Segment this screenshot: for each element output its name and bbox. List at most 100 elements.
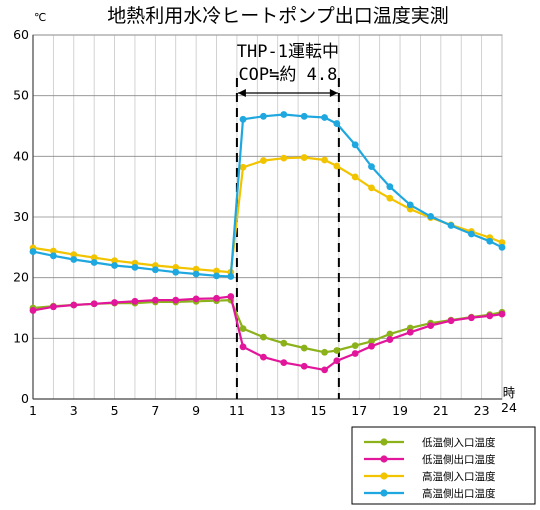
y-unit-label: ℃ <box>34 11 46 24</box>
series-point-2 <box>172 296 180 304</box>
series-point-3 <box>192 265 200 273</box>
series-point-2 <box>213 294 220 302</box>
series-point-2 <box>351 350 359 357</box>
series-point-3 <box>90 254 98 262</box>
series-point-2 <box>406 328 414 336</box>
series-point-1 <box>368 337 375 345</box>
x-tick-label: 7 <box>151 403 159 418</box>
series-point-4 <box>368 163 375 171</box>
series-point-2 <box>111 299 118 306</box>
series-point-2 <box>427 322 435 329</box>
y-tick-label: 60 <box>13 27 29 42</box>
y-tick-label: 50 <box>13 88 29 103</box>
series-point-2 <box>260 353 267 361</box>
series-point-4 <box>29 248 37 255</box>
series-point-2 <box>29 307 37 314</box>
series-point-2 <box>386 336 394 343</box>
series-point-2 <box>447 317 455 325</box>
legend-label: 低温側出口温度 <box>422 453 496 466</box>
x-tick-label: 13 <box>270 403 286 418</box>
series-point-3 <box>49 247 57 255</box>
series-point-4 <box>239 115 247 123</box>
series-point-4 <box>333 120 341 127</box>
x-tick-label: 24 <box>501 400 517 415</box>
series-line-2 <box>32 295 503 372</box>
series-point-4 <box>213 272 220 280</box>
series-point-4 <box>427 212 435 220</box>
y-tick-label: 20 <box>13 270 29 285</box>
series-point-4 <box>260 112 267 120</box>
series-point-3 <box>172 263 180 271</box>
legend-label: 高温側出口温度 <box>422 487 496 500</box>
series-point-2 <box>280 359 288 366</box>
series-point-2 <box>151 296 159 304</box>
series-point-1 <box>260 333 267 341</box>
series-point-1 <box>280 339 288 347</box>
annotation-text-line1: THP-1運転中 <box>237 42 339 62</box>
y-tick-label: 40 <box>13 148 29 163</box>
series-point-4 <box>227 273 235 280</box>
series-point-2 <box>468 314 475 322</box>
series-point-2 <box>498 310 506 318</box>
series-point-2 <box>368 342 375 350</box>
x-tick-label: 19 <box>392 403 408 418</box>
x-tick-label: 11 <box>229 403 245 418</box>
series-point-2 <box>300 362 308 370</box>
series-point-1 <box>239 325 247 333</box>
series-point-4 <box>280 111 288 118</box>
x-tick-label: 5 <box>111 403 119 418</box>
series-point-2 <box>333 357 341 365</box>
series-point-2 <box>131 297 139 305</box>
series-point-2 <box>49 303 57 311</box>
series-point-3 <box>300 154 308 161</box>
series-point-3 <box>321 156 328 164</box>
x-tick-label: 3 <box>70 403 78 418</box>
annotation-text-line2: COP≒約 4.8 <box>238 65 337 85</box>
series-line-3 <box>32 156 503 274</box>
x-tick-label: 9 <box>192 403 200 418</box>
legend-swatch-marker <box>380 455 388 463</box>
x-tick-label: 1 <box>29 403 37 418</box>
annotation-arrow-head-left <box>237 89 246 97</box>
series-point-2 <box>90 300 98 308</box>
legend-swatch-marker <box>380 472 388 480</box>
series-point-3 <box>368 184 375 192</box>
y-tick-label: 30 <box>13 209 29 224</box>
series-point-4 <box>468 230 475 238</box>
series-point-1 <box>386 330 394 338</box>
x-tick-label: 17 <box>351 403 367 418</box>
series-point-4 <box>351 141 359 149</box>
series-point-3 <box>351 173 359 181</box>
series-point-3 <box>239 163 247 171</box>
series-point-4 <box>192 270 200 278</box>
x-tick-label: 15 <box>311 403 327 418</box>
x-tick-label: 23 <box>474 403 490 418</box>
series-point-4 <box>172 268 180 276</box>
series-point-2 <box>486 312 494 320</box>
legend-swatch-marker <box>380 438 388 446</box>
series-point-1 <box>321 348 328 356</box>
series-point-2 <box>192 295 200 303</box>
series-point-4 <box>498 243 506 251</box>
chart-title: 地熱利用水冷ヒートポンプ出口温度実測 <box>107 5 448 27</box>
series-point-4 <box>111 262 118 269</box>
series-point-2 <box>227 293 235 300</box>
series-point-4 <box>300 112 308 120</box>
series-point-4 <box>151 266 159 274</box>
x-unit-label: 時 <box>503 385 516 400</box>
legend-swatch-marker <box>380 489 388 497</box>
series-point-4 <box>70 256 78 263</box>
series-point-2 <box>239 343 247 351</box>
series-point-4 <box>131 263 139 271</box>
annotation-arrow-head-right <box>329 89 338 97</box>
series-point-2 <box>321 366 328 374</box>
series-point-4 <box>49 252 57 260</box>
series-point-1 <box>300 344 308 352</box>
series-point-1 <box>351 342 359 350</box>
series-point-4 <box>447 222 455 229</box>
series-point-1 <box>333 347 341 354</box>
y-tick-label: 10 <box>13 330 29 345</box>
legend-label: 低温側入口温度 <box>422 436 496 449</box>
